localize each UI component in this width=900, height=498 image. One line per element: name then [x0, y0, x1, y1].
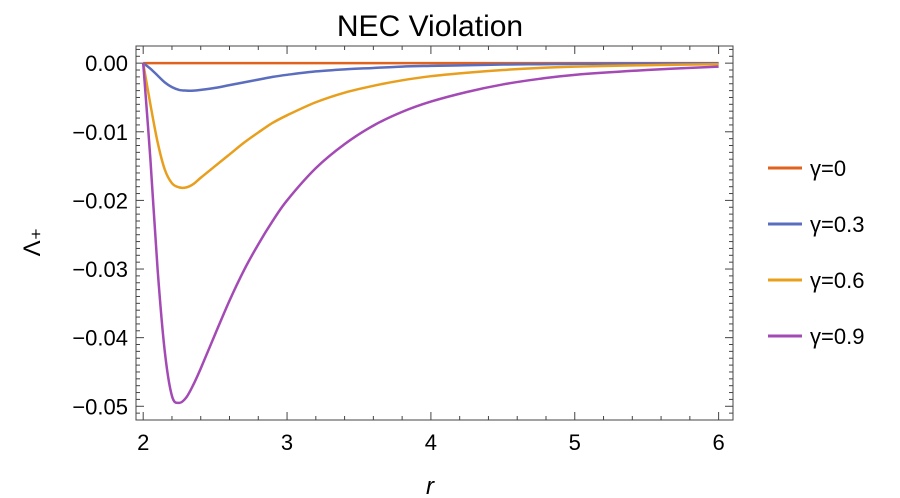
x-tick-label: 6: [712, 430, 724, 455]
x-tick-label: 4: [425, 430, 437, 455]
legend-label: γ=0.6: [810, 268, 864, 293]
series-line-1: [142, 62, 719, 92]
plot-area: [135, 45, 734, 421]
x-axis-label: r: [426, 473, 435, 498]
legend-label: γ=0.3: [810, 212, 864, 237]
y-tick-label: −0.03: [72, 257, 128, 282]
y-tick-label: 0.00: [85, 51, 128, 76]
y-tick-label: −0.01: [72, 120, 128, 145]
y-tick-label: −0.05: [72, 394, 128, 419]
x-tick-label: 3: [281, 430, 293, 455]
plot-frame: [135, 45, 734, 421]
series-line-2: [141, 62, 719, 190]
tick-labels: 2 3 4 5 6 0.00 −0.01 −0.02 −0.03 −0.04 −0.05: [72, 51, 724, 455]
series-lines: [141, 61, 719, 405]
legend: γ=0 γ=0.3 γ=0.6 γ=0.9: [768, 156, 864, 349]
ticks: [136, 46, 733, 420]
y-tick-label: −0.02: [72, 188, 128, 213]
x-tick-label: 2: [137, 430, 149, 455]
legend-label: γ=0.9: [810, 324, 864, 349]
y-axis-label: Λ₊: [19, 228, 46, 257]
y-tick-label: −0.04: [72, 326, 128, 351]
legend-label: γ=0: [810, 156, 846, 181]
series-line-3: [141, 63, 719, 405]
x-tick-label: 5: [569, 430, 581, 455]
chart-title: NEC Violation: [337, 10, 523, 43]
